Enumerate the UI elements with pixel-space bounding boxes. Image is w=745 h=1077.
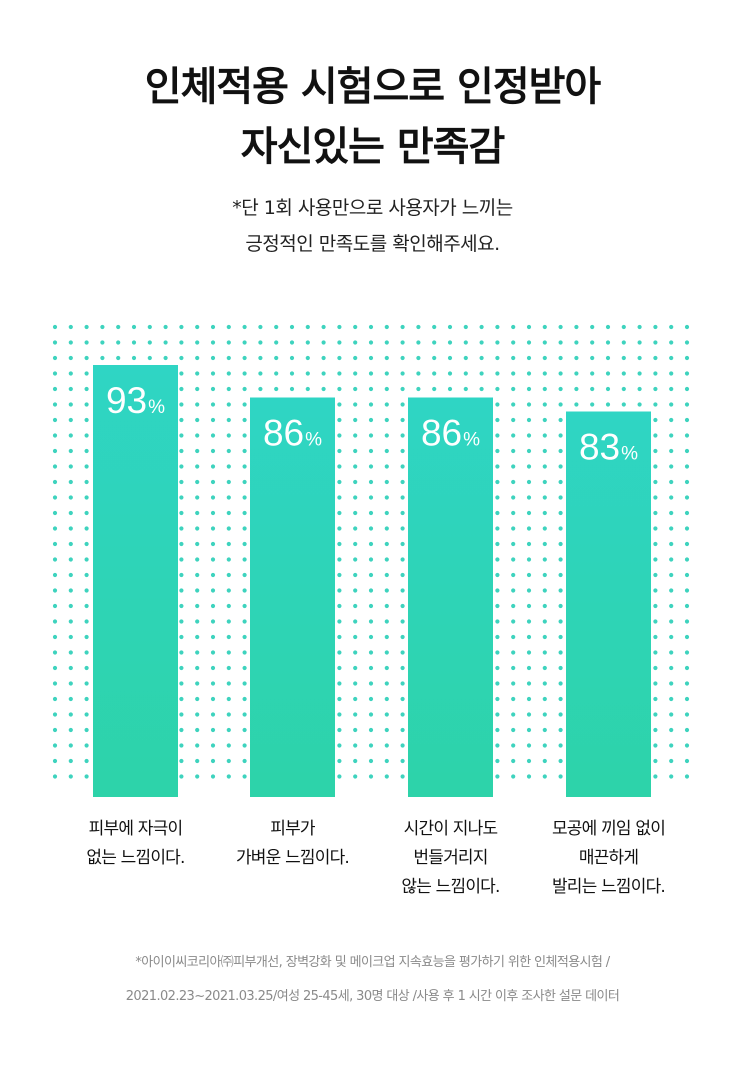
bar-2 (250, 397, 335, 797)
footnote-line-1: *아이이씨코리아㈜피부개선, 장벽강화 및 메이크업 지속효능을 평가하기 위한… (135, 955, 610, 970)
category-label-line: 없는 느낌이다. (86, 848, 185, 868)
bar-value-label-3: 86% (421, 413, 480, 454)
footnote-line-2: 2021.02.23~2021.03.25/여성 25-45세, 30명 대상 … (125, 989, 620, 1004)
satisfaction-bar-chart: 93% 86% 86% 83% (52, 324, 690, 797)
category-label-line: 피부가 (270, 819, 315, 839)
subtitle-line-1: *단 1회 사용만으로 사용자가 느끼는 (232, 197, 513, 219)
page-title-line-2: 자신있는 만족감 (240, 124, 506, 170)
bar-4 (566, 411, 651, 797)
bar-value-label-1: 93% (106, 380, 165, 421)
category-label-line: 않는 느낌이다. (401, 877, 500, 897)
subtitle-line-2: 긍정적인 만족도를 확인해주세요. (245, 233, 500, 255)
bar-value-label-2: 86% (263, 413, 322, 454)
category-label-line: 모공에 끼임 없이 (551, 819, 666, 839)
bar-3 (408, 397, 493, 797)
bars-group: 93% 86% 86% 83% (93, 365, 651, 797)
category-label-line: 매끈하게 (578, 848, 639, 868)
page-title-line-1: 인체적용 시험으로 인정받아 (144, 64, 601, 110)
category-label-line: 번들거리지 (413, 848, 488, 868)
category-label-line: 가벼운 느낌이다. (235, 848, 350, 868)
bar-1 (93, 365, 178, 797)
category-label-line: 발리는 느낌이다. (551, 877, 666, 897)
category-label-line: 피부에 자극이 (88, 819, 183, 839)
category-label-line: 시간이 지나도 (403, 819, 498, 839)
bar-value-label-4: 83% (579, 427, 638, 468)
